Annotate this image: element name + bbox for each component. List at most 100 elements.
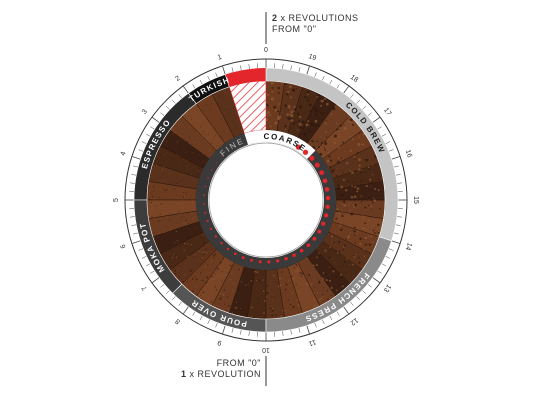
grain	[185, 121, 186, 122]
grain	[190, 271, 191, 272]
grain	[191, 125, 192, 126]
grain	[208, 135, 209, 136]
grain	[188, 187, 189, 188]
grain	[188, 123, 189, 124]
coarseness-dot	[321, 222, 325, 226]
dial-number: 9	[217, 338, 223, 346]
grain	[267, 115, 269, 117]
grain	[176, 198, 177, 199]
grain	[192, 151, 193, 152]
grain	[336, 123, 337, 124]
grain	[285, 83, 287, 85]
grain	[236, 302, 237, 303]
grain	[200, 272, 201, 273]
grain	[296, 88, 298, 90]
grain	[347, 237, 349, 239]
grain	[200, 295, 201, 296]
grain	[177, 180, 178, 181]
grain	[353, 206, 355, 208]
grain	[220, 109, 221, 110]
grain	[198, 171, 199, 172]
grain	[314, 281, 315, 282]
grain	[269, 121, 270, 122]
grain	[186, 200, 187, 201]
grain	[331, 170, 334, 173]
grain	[171, 142, 172, 143]
grain	[253, 281, 254, 282]
grain	[334, 124, 335, 125]
grain	[293, 106, 295, 108]
grain	[155, 164, 156, 165]
grain	[364, 217, 365, 218]
grain	[177, 183, 178, 184]
grain	[206, 141, 207, 142]
grain	[348, 116, 349, 117]
grain	[278, 92, 280, 94]
grain	[198, 120, 199, 121]
grain	[304, 139, 305, 140]
grain	[204, 110, 205, 111]
grain	[188, 241, 189, 242]
grain	[163, 188, 164, 189]
grain	[211, 301, 212, 302]
grain	[321, 145, 322, 146]
grain	[326, 279, 328, 281]
grain	[205, 116, 206, 117]
grain	[191, 213, 192, 214]
grain	[362, 215, 364, 217]
grain	[332, 235, 333, 236]
grain	[232, 312, 233, 313]
grain	[213, 278, 215, 280]
grain	[286, 283, 288, 285]
grain	[368, 156, 369, 157]
grain	[166, 210, 167, 211]
grain	[235, 311, 236, 312]
grain	[356, 190, 358, 192]
grain	[256, 271, 258, 273]
grain	[297, 299, 299, 301]
grain	[278, 286, 280, 288]
grain	[170, 245, 171, 246]
center	[209, 143, 323, 257]
grain	[370, 186, 371, 187]
grain	[281, 272, 282, 273]
grain	[169, 229, 170, 230]
grain	[315, 120, 318, 123]
grain	[188, 173, 189, 174]
coarseness-dot	[317, 230, 321, 234]
dial-number: 12	[349, 316, 360, 326]
grain	[184, 167, 185, 168]
grain	[166, 141, 167, 142]
grain	[269, 114, 271, 116]
grain	[173, 134, 174, 135]
grain	[284, 125, 287, 128]
grain	[178, 211, 179, 212]
grain	[206, 105, 207, 106]
grain	[226, 103, 227, 104]
grain	[152, 208, 153, 209]
grain	[196, 270, 197, 271]
grain	[358, 168, 360, 170]
grain	[217, 134, 218, 135]
grain	[201, 165, 202, 166]
grain	[188, 223, 189, 224]
grain	[191, 174, 192, 175]
grain	[199, 249, 200, 250]
grain	[345, 214, 346, 215]
grain	[318, 97, 319, 98]
grain	[231, 273, 233, 275]
grain	[315, 114, 317, 116]
grain	[363, 249, 365, 251]
grain	[194, 257, 195, 258]
grain	[338, 157, 340, 159]
grain	[209, 148, 210, 149]
grain	[372, 182, 373, 183]
grain	[298, 120, 300, 122]
grain	[379, 208, 380, 209]
grain	[290, 110, 293, 113]
grain	[356, 233, 357, 234]
grain	[318, 125, 320, 127]
grain	[182, 133, 183, 134]
grain	[211, 276, 212, 277]
grain	[173, 238, 174, 239]
